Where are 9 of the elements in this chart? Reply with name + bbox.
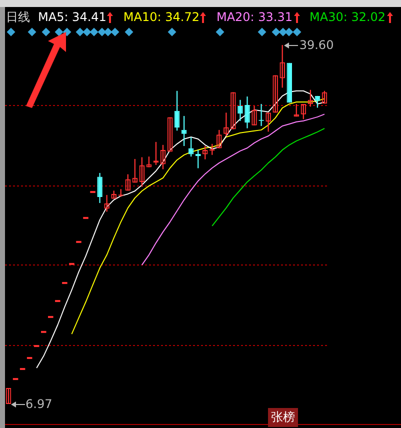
text: MA30: 32.02 xyxy=(310,9,386,25)
annotation: 39.60 xyxy=(299,37,334,53)
text: MA20: 33.31 xyxy=(216,9,293,25)
candlestick xyxy=(230,92,236,130)
text: MA5: 34.41 xyxy=(38,9,106,25)
text: 张榜 xyxy=(268,408,298,427)
text: MA10: 34.72 xyxy=(123,9,200,25)
chart-title: 日线 xyxy=(6,9,30,25)
annotation: 6.97 xyxy=(26,396,52,412)
